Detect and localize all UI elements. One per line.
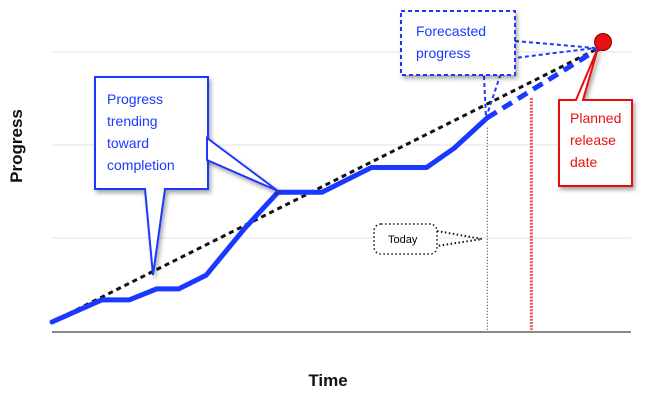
- forecast-callout-box: [400, 10, 516, 76]
- forecast-callout-line: progress: [416, 45, 470, 61]
- release-callout-line: date: [570, 154, 597, 170]
- release-callout-text: Planned release date: [570, 110, 625, 170]
- today-callout: Today: [373, 223, 483, 255]
- forecast-callout-line: Forecasted: [416, 23, 486, 39]
- today-callout-text: Today: [388, 234, 418, 246]
- trending-callout-line: trending: [107, 113, 158, 129]
- forecast-line: [485, 43, 605, 120]
- today-callout-pointer: [436, 230, 483, 247]
- ideal-trend-line: [51, 44, 604, 324]
- forecast-callout: Forecasted progress: [400, 10, 596, 119]
- forecast-callout-text: Forecasted progress: [416, 23, 490, 61]
- chart-marks: [49, 33, 612, 332]
- trending-callout-line: completion: [107, 157, 175, 173]
- release-callout: Planned release date: [558, 47, 633, 187]
- release-callout-line: release: [570, 132, 616, 148]
- forecast-callout-pointer-top: [514, 40, 596, 59]
- trending-callout: Progress trending toward completion: [94, 76, 279, 276]
- trending-callout-pointer: [206, 136, 279, 192]
- y-axis-title: Progress: [7, 109, 26, 183]
- trending-callout-line: Progress: [107, 91, 163, 107]
- release-point: [594, 33, 612, 51]
- progress-line: [49, 115, 490, 325]
- release-callout-line: Planned: [570, 110, 621, 126]
- today-callout-box: [373, 223, 438, 255]
- trending-callout-text: Progress trending toward completion: [107, 91, 175, 173]
- trending-callout-line: toward: [107, 135, 149, 151]
- forecast-callout-pointer-bottom: [483, 75, 501, 119]
- x-axis-title: Time: [308, 371, 347, 390]
